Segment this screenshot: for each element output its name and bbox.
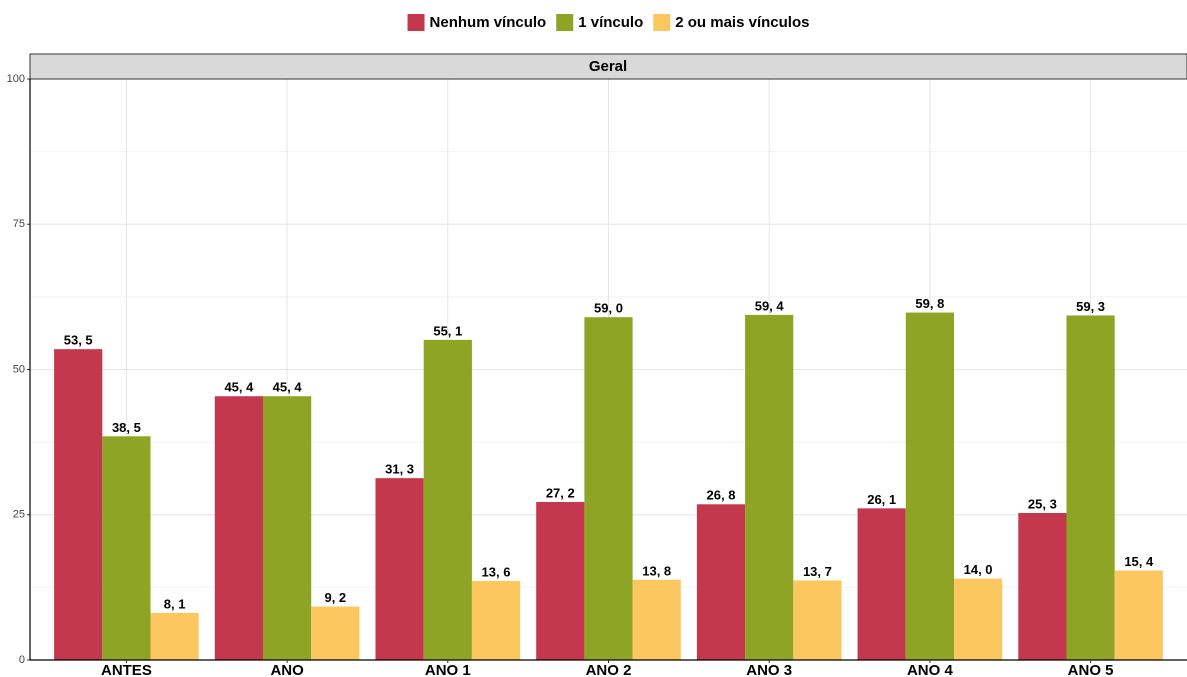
chart-title: Geral xyxy=(589,58,627,75)
value-label: 55, 1 xyxy=(433,323,462,338)
y-tick-label: 50 xyxy=(13,363,25,375)
bar xyxy=(311,606,360,660)
value-label: 45, 4 xyxy=(273,380,303,395)
bar xyxy=(745,314,794,660)
value-label: 38, 5 xyxy=(112,420,141,435)
legend-swatch xyxy=(407,14,425,31)
value-label: 59, 4 xyxy=(755,298,785,313)
bar xyxy=(102,436,151,660)
legend-swatch xyxy=(653,14,671,31)
value-label: 9, 2 xyxy=(324,590,346,605)
bar xyxy=(1114,570,1163,660)
x-tick-label: ANTES xyxy=(101,662,152,677)
value-label: 13, 6 xyxy=(482,564,511,579)
bar xyxy=(1018,513,1067,660)
bar xyxy=(953,578,1003,660)
value-label: 8, 1 xyxy=(164,596,186,611)
x-tick-label: ANO 1 xyxy=(425,662,471,677)
legend-swatch xyxy=(556,14,574,31)
bar xyxy=(696,504,746,660)
x-tick-label: ANO xyxy=(270,662,304,677)
legend: Nenhum vínculo 1 vínculo 2 ou mais vínculo… xyxy=(407,14,809,31)
bar xyxy=(905,312,954,660)
bar xyxy=(536,501,585,660)
bar xyxy=(1066,315,1115,660)
value-label: 59, 0 xyxy=(594,301,623,316)
x-tick-label: ANO 4 xyxy=(907,662,954,677)
y-tick-label: 25 xyxy=(13,509,25,521)
facet-strip xyxy=(29,53,1187,80)
value-label: 27, 2 xyxy=(546,485,575,500)
value-label: 15, 4 xyxy=(1124,554,1154,569)
value-label: 13, 7 xyxy=(803,564,832,579)
x-tick-label: ANO 3 xyxy=(746,662,792,677)
bar xyxy=(471,580,521,660)
value-label: 45, 4 xyxy=(224,380,254,395)
bar xyxy=(584,317,633,660)
bar xyxy=(263,396,312,660)
bar xyxy=(375,478,424,660)
value-label: 26, 8 xyxy=(707,488,736,503)
x-tick-label: ANO 2 xyxy=(586,662,632,677)
value-label: 26, 1 xyxy=(867,492,896,507)
value-label: 31, 3 xyxy=(385,462,414,477)
bar xyxy=(150,612,199,660)
value-label: 59, 8 xyxy=(915,296,944,311)
value-label: 13, 8 xyxy=(642,563,671,578)
bar xyxy=(214,396,264,660)
bar xyxy=(632,579,681,660)
value-label: 14, 0 xyxy=(964,562,993,577)
legend-label: Nenhum vínculo xyxy=(430,14,547,31)
value-label: 53, 5 xyxy=(64,333,93,348)
value-label: 59, 3 xyxy=(1076,299,1105,314)
y-tick-label: 0 xyxy=(19,654,25,666)
bar xyxy=(857,508,906,660)
value-label: 25, 3 xyxy=(1028,496,1057,511)
legend-label: 1 vínculo xyxy=(578,14,643,31)
legend-label: 2 ou mais vínculos xyxy=(675,14,809,31)
bar xyxy=(423,339,472,660)
y-tick-label: 100 xyxy=(7,73,25,85)
y-tick-label: 75 xyxy=(13,218,25,230)
x-tick-label: ANO 5 xyxy=(1068,662,1114,677)
bar xyxy=(793,580,842,660)
bar xyxy=(54,349,103,660)
